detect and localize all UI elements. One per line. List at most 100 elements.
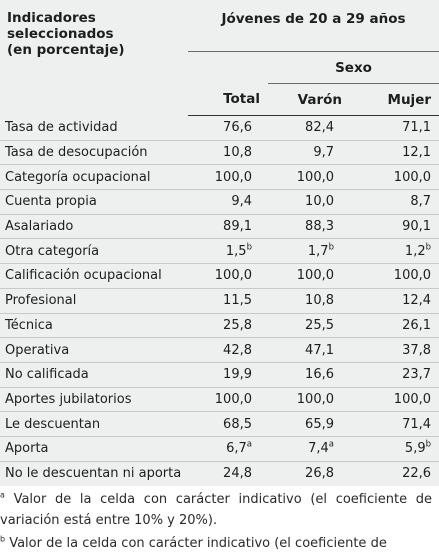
cell-value: 1,7 <box>307 243 329 259</box>
cell-mujer: 71,4 <box>350 411 439 437</box>
row-label: Profesional <box>0 287 188 313</box>
table-row: Aportes jubilatorios 100,0 100,0 100,0 <box>0 386 439 412</box>
row-label: Técnica <box>0 312 188 338</box>
cell-value: 100,0 <box>214 169 252 185</box>
table-row: Categoría ocupacional 100,0 100,0 100,0 <box>0 164 439 190</box>
cell-mujer: 71,1 <box>350 116 439 141</box>
table-row: Otra categoría 1,5b 1,7b 1,2b <box>0 238 439 264</box>
cell-varon: 100,0 <box>268 164 350 190</box>
cell-mujer: 26,1 <box>350 312 439 338</box>
cell-mujer: 37,8 <box>350 337 439 363</box>
cell-value: 100,0 <box>296 391 334 407</box>
cell-total: 19,9 <box>188 361 268 388</box>
table-row: Calificación ocupacional 100,0 100,0 100,0 <box>0 263 439 289</box>
table-body: Tasa de actividad 76,6 82,4 71,1 Tasa de des… <box>0 116 439 486</box>
table-row: Operativa 42,8 47,1 37,8 <box>0 337 439 363</box>
indicators-table: Indicadores seleccionados (en porcentaje… <box>0 0 439 486</box>
cell-varon: 10,0 <box>268 189 350 215</box>
table-row: Técnica 25,8 25,5 26,1 <box>0 312 439 338</box>
cell-total: 24,8 <box>188 460 268 486</box>
footnote-marker: b <box>425 439 432 450</box>
cell-total: 25,8 <box>188 312 268 338</box>
row-label: Le descuentan <box>0 411 188 437</box>
table-row: No le descuentan ni aporta 24,8 26,8 22,6 <box>0 460 439 486</box>
table-row: Aporta 6,7a 7,4a 5,9b <box>0 435 439 462</box>
cell-value: 25,5 <box>305 317 334 333</box>
row-label: Categoría ocupacional <box>0 164 188 190</box>
cell-total: 100,0 <box>188 386 268 412</box>
table-row: No calificada 19,9 16,6 23,7 <box>0 361 439 388</box>
cell-value: 37,8 <box>402 342 432 358</box>
cell-varon: 1,7b <box>268 238 350 264</box>
cell-value: 71,4 <box>402 416 432 432</box>
cell-varon: 16,6 <box>268 361 350 388</box>
cell-varon: 10,8 <box>268 287 350 313</box>
cell-mujer: 12,1 <box>350 139 439 165</box>
cell-mujer: 100,0 <box>350 386 439 412</box>
cell-value: 65,9 <box>305 416 334 432</box>
cell-value: 12,1 <box>402 145 432 161</box>
column-header-mujer: Mujer <box>350 83 439 116</box>
cell-varon: 88,3 <box>268 213 350 239</box>
row-label: Aporta <box>0 435 188 462</box>
cell-value: 10,0 <box>305 194 334 210</box>
cell-total: 42,8 <box>188 337 268 363</box>
footnote-a: a Valor de la celda con carácter indicat… <box>0 489 432 531</box>
table-row: Asalariado 89,1 88,3 90,1 <box>0 213 439 239</box>
cell-mujer: 100,0 <box>350 164 439 190</box>
cell-mujer: 1,2b <box>350 238 439 264</box>
cell-value: 100,0 <box>296 169 334 185</box>
cell-value: 5,9 <box>404 441 426 457</box>
cell-total: 76,6 <box>188 116 268 141</box>
footnote-b-marker: b <box>0 534 6 544</box>
cell-value: 100,0 <box>296 268 334 284</box>
cell-value: 1,5 <box>225 243 247 259</box>
cell-total: 89,1 <box>188 213 268 239</box>
cell-total: 100,0 <box>188 164 268 190</box>
cell-value: 100,0 <box>214 268 252 284</box>
table-row: Tasa de desocupación 10,8 9,7 12,1 <box>0 139 439 165</box>
cell-mujer: 22,6 <box>350 460 439 486</box>
cell-value: 6,7 <box>226 441 247 457</box>
cell-value: 26,8 <box>305 466 334 482</box>
cell-value: 76,6 <box>223 120 252 136</box>
cell-value: 25,8 <box>223 317 252 333</box>
cell-varon: 100,0 <box>268 386 350 412</box>
cell-value: 12,4 <box>402 293 432 309</box>
cell-total: 9,4 <box>188 189 268 215</box>
row-label: Cuenta propia <box>0 189 188 215</box>
cell-value: 22,6 <box>402 466 432 482</box>
footnote-marker: a <box>246 439 252 450</box>
row-label: Aportes jubilatorios <box>0 386 188 412</box>
row-label: No le descuentan ni aporta <box>0 460 188 486</box>
cell-value: 9,4 <box>231 194 252 210</box>
cell-value: 47,1 <box>305 342 334 358</box>
cell-mujer: 90,1 <box>350 213 439 239</box>
cell-value: 1,2 <box>404 243 426 259</box>
cell-value: 11,5 <box>223 293 252 309</box>
footnote-b-text: Valor de la celda con carácter indicativ… <box>5 536 387 551</box>
cell-value: 8,7 <box>410 194 432 210</box>
cell-mujer: 12,4 <box>350 287 439 313</box>
row-header-title: Indicadores seleccionados (en porcentaje… <box>7 10 125 58</box>
footnotes: a Valor de la celda con carácter indicat… <box>0 489 432 556</box>
cell-value: 68,5 <box>223 416 252 432</box>
cell-value: 9,7 <box>313 145 334 161</box>
row-label: Operativa <box>0 337 188 363</box>
footnote-a-text: Valor de la celda con carácter indicativ… <box>0 492 432 528</box>
footnote-marker: a <box>328 439 334 450</box>
cell-total: 6,7a <box>188 435 268 462</box>
cell-value: 16,6 <box>305 367 334 383</box>
table-row: Cuenta propia 9,4 10,0 8,7 <box>0 189 439 215</box>
row-label: Asalariado <box>0 213 188 239</box>
cell-mujer: 100,0 <box>350 263 439 289</box>
column-header-total: Total <box>188 83 268 116</box>
cell-value: 24,8 <box>223 466 252 482</box>
cell-value: 88,3 <box>305 219 334 235</box>
cell-value: 19,9 <box>223 367 252 383</box>
cell-value: 26,1 <box>402 317 432 333</box>
row-label: Otra categoría <box>0 238 188 264</box>
cell-value: 82,4 <box>305 120 334 136</box>
cell-value: 100,0 <box>214 391 252 407</box>
footnote-marker: b <box>246 242 252 253</box>
